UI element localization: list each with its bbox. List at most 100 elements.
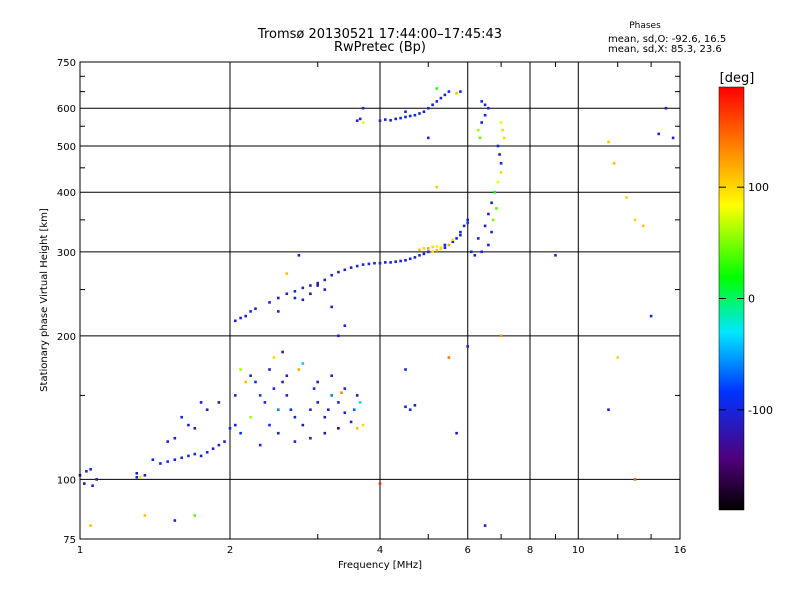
data-point — [490, 201, 493, 205]
data-point — [316, 281, 319, 285]
data-point — [483, 103, 487, 107]
data-point — [349, 266, 353, 269]
data-point — [633, 478, 637, 481]
data-point — [323, 415, 327, 419]
data-point — [496, 144, 500, 148]
x-tick-label: 6 — [465, 545, 471, 556]
data-point — [83, 482, 86, 485]
data-point — [399, 259, 402, 263]
data-point — [478, 136, 482, 140]
colorbar-tick-label: -100 — [748, 404, 773, 417]
data-point — [413, 113, 417, 117]
phases-stats-o: mean, sd,O: -92.6, 16.5 — [608, 34, 727, 45]
data-point — [480, 100, 483, 103]
data-point — [277, 431, 280, 435]
data-point — [89, 524, 92, 527]
data-point — [355, 264, 359, 268]
data-point — [435, 87, 439, 90]
data-point — [664, 106, 668, 110]
data-point — [143, 474, 147, 477]
data-point — [490, 230, 493, 234]
data-point — [554, 254, 557, 257]
data-point — [447, 356, 451, 359]
data-point — [343, 387, 347, 390]
data-point — [193, 514, 197, 517]
x-tick-label: 2 — [227, 545, 233, 556]
data-point — [373, 261, 376, 265]
data-point — [355, 394, 359, 397]
data-point — [343, 411, 347, 414]
y-tick-label: 500 — [57, 142, 76, 153]
data-point — [657, 132, 660, 136]
data-point — [193, 427, 197, 430]
data-point — [443, 246, 447, 249]
data-point — [143, 514, 147, 517]
data-point — [499, 121, 503, 124]
data-point — [301, 362, 305, 365]
data-point — [217, 443, 221, 447]
data-point — [268, 423, 271, 427]
data-point — [439, 96, 443, 100]
data-point — [258, 394, 262, 397]
x-tick-label: 1 — [77, 545, 83, 556]
x-tick-label: 4 — [377, 545, 383, 556]
y-tick-label: 600 — [57, 104, 76, 115]
data-point — [361, 106, 365, 110]
data-point — [217, 401, 221, 404]
data-point — [470, 250, 473, 254]
data-point — [459, 230, 462, 234]
data-point — [422, 247, 426, 250]
data-point — [378, 261, 382, 265]
data-point — [499, 171, 503, 174]
data-point — [293, 296, 297, 300]
chart-title-line2: RwPretec (Bp) — [333, 40, 427, 55]
data-point — [459, 233, 462, 237]
data-point — [435, 249, 439, 252]
x-tick-label: 10 — [572, 545, 585, 556]
data-point — [498, 153, 501, 156]
data-point — [337, 334, 340, 338]
data-point — [249, 374, 252, 377]
data-point — [272, 356, 276, 359]
data-point — [205, 451, 209, 454]
data-point — [281, 380, 284, 384]
data-point — [301, 286, 305, 290]
data-point — [244, 380, 247, 384]
data-point — [309, 408, 312, 411]
data-point — [293, 415, 297, 419]
data-point — [285, 374, 289, 377]
data-point — [389, 261, 392, 264]
data-point — [384, 261, 387, 264]
data-point — [404, 368, 407, 371]
data-point — [293, 440, 297, 443]
data-point — [447, 90, 451, 93]
data-point — [361, 121, 365, 124]
data-point — [249, 415, 252, 419]
data-point — [394, 117, 397, 121]
data-point — [418, 112, 421, 115]
data-point — [343, 324, 347, 327]
data-point — [418, 254, 421, 257]
data-point — [323, 288, 327, 291]
data-point — [343, 268, 347, 272]
data-point — [249, 310, 252, 313]
data-point — [496, 180, 500, 184]
data-point — [337, 401, 340, 404]
data-point — [483, 524, 487, 527]
data-point — [349, 420, 353, 424]
phases-stats-x: mean, sd,X: 85.3, 23.6 — [608, 44, 722, 55]
data-point — [483, 224, 487, 228]
data-point — [309, 284, 312, 287]
data-point — [431, 245, 434, 249]
data-point — [268, 368, 271, 371]
data-point — [361, 263, 365, 266]
data-point — [427, 136, 430, 140]
data-point — [435, 185, 439, 189]
data-point — [268, 301, 271, 304]
data-point — [455, 431, 458, 435]
x-tick-label: 8 — [527, 545, 533, 556]
data-point — [244, 314, 247, 318]
data-point — [312, 387, 316, 390]
x-ticks: 1 2 4 6 8 10 16 — [77, 62, 686, 556]
